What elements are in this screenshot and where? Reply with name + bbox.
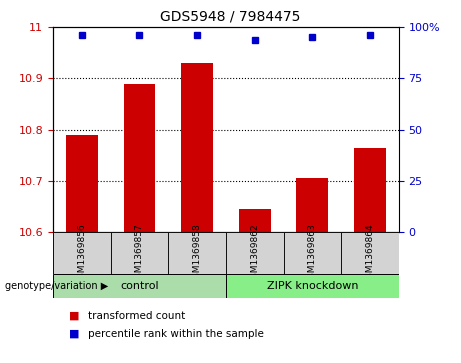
Bar — [226, 274, 399, 298]
Text: ■: ■ — [69, 311, 80, 321]
Bar — [124, 83, 155, 232]
Bar — [53, 274, 226, 298]
Bar — [53, 232, 111, 274]
Text: GSM1369856: GSM1369856 — [77, 223, 86, 284]
Text: genotype/variation ▶: genotype/variation ▶ — [5, 281, 108, 291]
Bar — [284, 232, 341, 274]
Text: GSM1369864: GSM1369864 — [366, 223, 374, 284]
Bar — [296, 179, 328, 232]
Text: ■: ■ — [69, 329, 80, 339]
Bar — [111, 232, 168, 274]
Bar — [226, 232, 284, 274]
Text: GSM1369858: GSM1369858 — [193, 223, 201, 284]
Text: GSM1369862: GSM1369862 — [250, 223, 259, 284]
Text: control: control — [120, 281, 159, 291]
Bar — [168, 232, 226, 274]
Text: ZIPK knockdown: ZIPK knockdown — [266, 281, 358, 291]
Bar — [354, 148, 386, 232]
Text: transformed count: transformed count — [88, 311, 185, 321]
Bar — [239, 209, 271, 232]
Text: percentile rank within the sample: percentile rank within the sample — [88, 329, 264, 339]
Text: GSM1369857: GSM1369857 — [135, 223, 144, 284]
Bar — [181, 63, 213, 232]
Bar — [341, 232, 399, 274]
Text: GSM1369863: GSM1369863 — [308, 223, 317, 284]
Bar — [66, 135, 98, 232]
Text: GDS5948 / 7984475: GDS5948 / 7984475 — [160, 9, 301, 23]
